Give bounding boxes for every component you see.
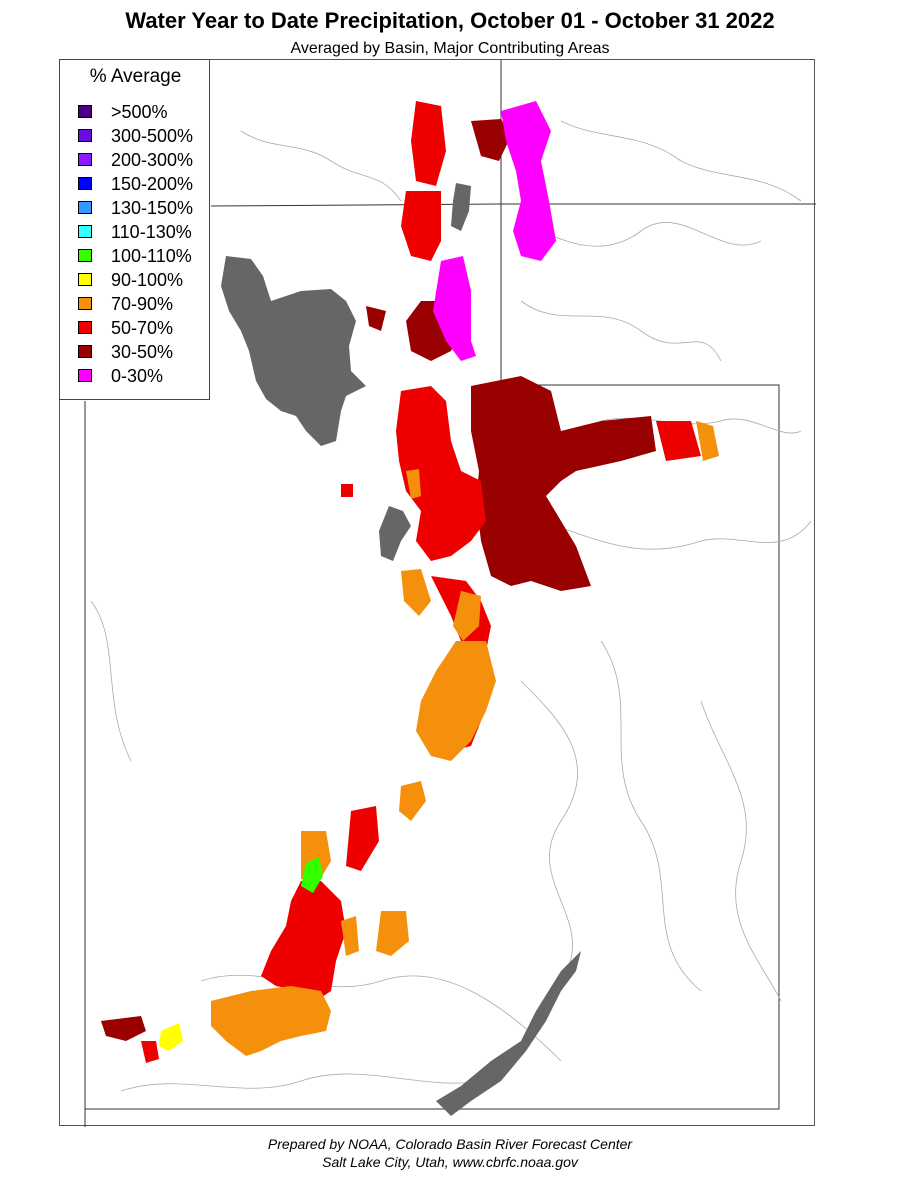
legend-label: 200-300% [111,150,194,170]
idaho-border [210,203,502,207]
legend-swatch [78,177,92,190]
legend-swatch [78,225,92,238]
legend-label: >500% [111,102,168,122]
utah-lake [379,506,411,561]
legend-swatch [78,105,92,118]
legend-label: 0-30% [111,366,164,386]
water-bodies [221,183,581,1116]
legend-swatch [78,369,92,382]
map-title: Water Year to Date Precipitation, Octobe… [125,8,775,33]
basin-70-90 [211,421,719,1056]
legend-label: 100-110% [111,246,192,266]
legend-title: % Average [89,66,182,87]
legend-label: 300-500% [111,126,194,146]
legend-swatch [78,129,92,142]
legend-swatch [78,297,92,310]
basin-100-110 [301,857,323,893]
legend-swatch [78,153,92,166]
legend-swatch [78,273,92,286]
basin-90-100 [159,1023,183,1051]
legend-label: 150-200% [111,174,194,194]
legend-label: 30-50% [111,342,174,362]
legend-label: 110-130% [111,222,192,242]
bear-lake [451,183,471,231]
legend-label: 130-150% [111,198,194,218]
great-salt-lake [221,256,366,446]
lake-powell [436,951,581,1116]
state-boundaries [84,60,816,1127]
legend-swatch [78,249,92,262]
legend-swatch [78,345,92,358]
legend-swatch [78,321,92,334]
basin-lines [90,120,812,1092]
footer-location: Salt Lake City, Utah, www.cbrfc.noaa.gov [322,1154,578,1170]
map-subtitle: Averaged by Basin, Major Contributing Ar… [290,40,610,57]
basin-0-30 [433,101,556,361]
footer-credit: Prepared by NOAA, Colorado Basin River F… [267,1136,633,1152]
legend-label: 70-90% [111,294,174,314]
legend-label: 50-70% [111,318,174,338]
legend-swatch [78,201,92,214]
map-legend: % Average >500% 300-500% 200-300% 150-20… [59,59,210,400]
legend-label: 90-100% [111,270,184,290]
map-canvas [84,60,816,1127]
utah-border [84,60,780,1110]
